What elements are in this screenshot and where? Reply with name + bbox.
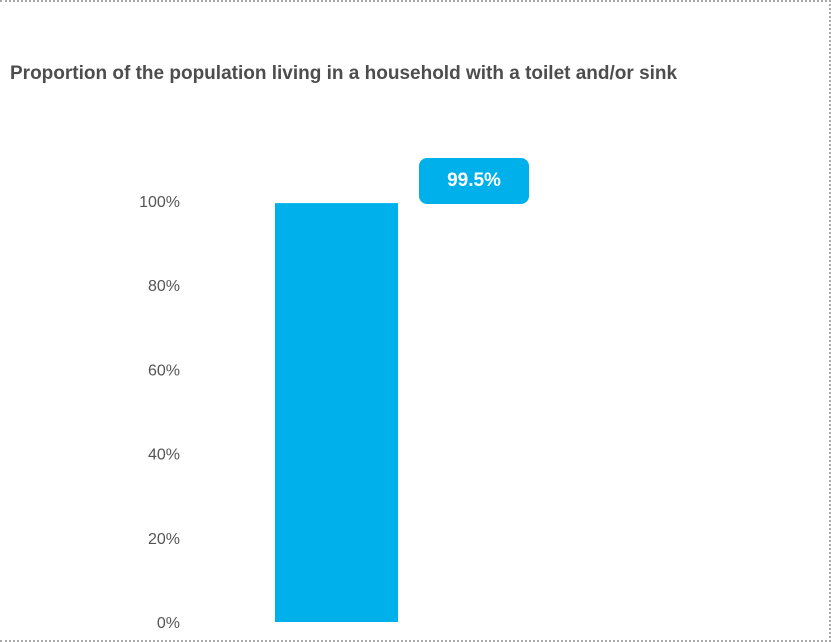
y-tick-label: 40% bbox=[148, 447, 180, 464]
bar bbox=[275, 203, 398, 623]
y-tick-label: 60% bbox=[148, 362, 180, 379]
y-tick-label: 100% bbox=[139, 194, 180, 211]
chart-title: Proportion of the population living in a… bbox=[10, 63, 678, 84]
y-tick-label: 20% bbox=[148, 531, 180, 548]
y-tick-label: 80% bbox=[148, 278, 180, 295]
y-tick-label: 0% bbox=[157, 615, 180, 632]
data-label-callout: 99.5% bbox=[419, 158, 529, 204]
data-label: 99.5% bbox=[447, 170, 501, 191]
